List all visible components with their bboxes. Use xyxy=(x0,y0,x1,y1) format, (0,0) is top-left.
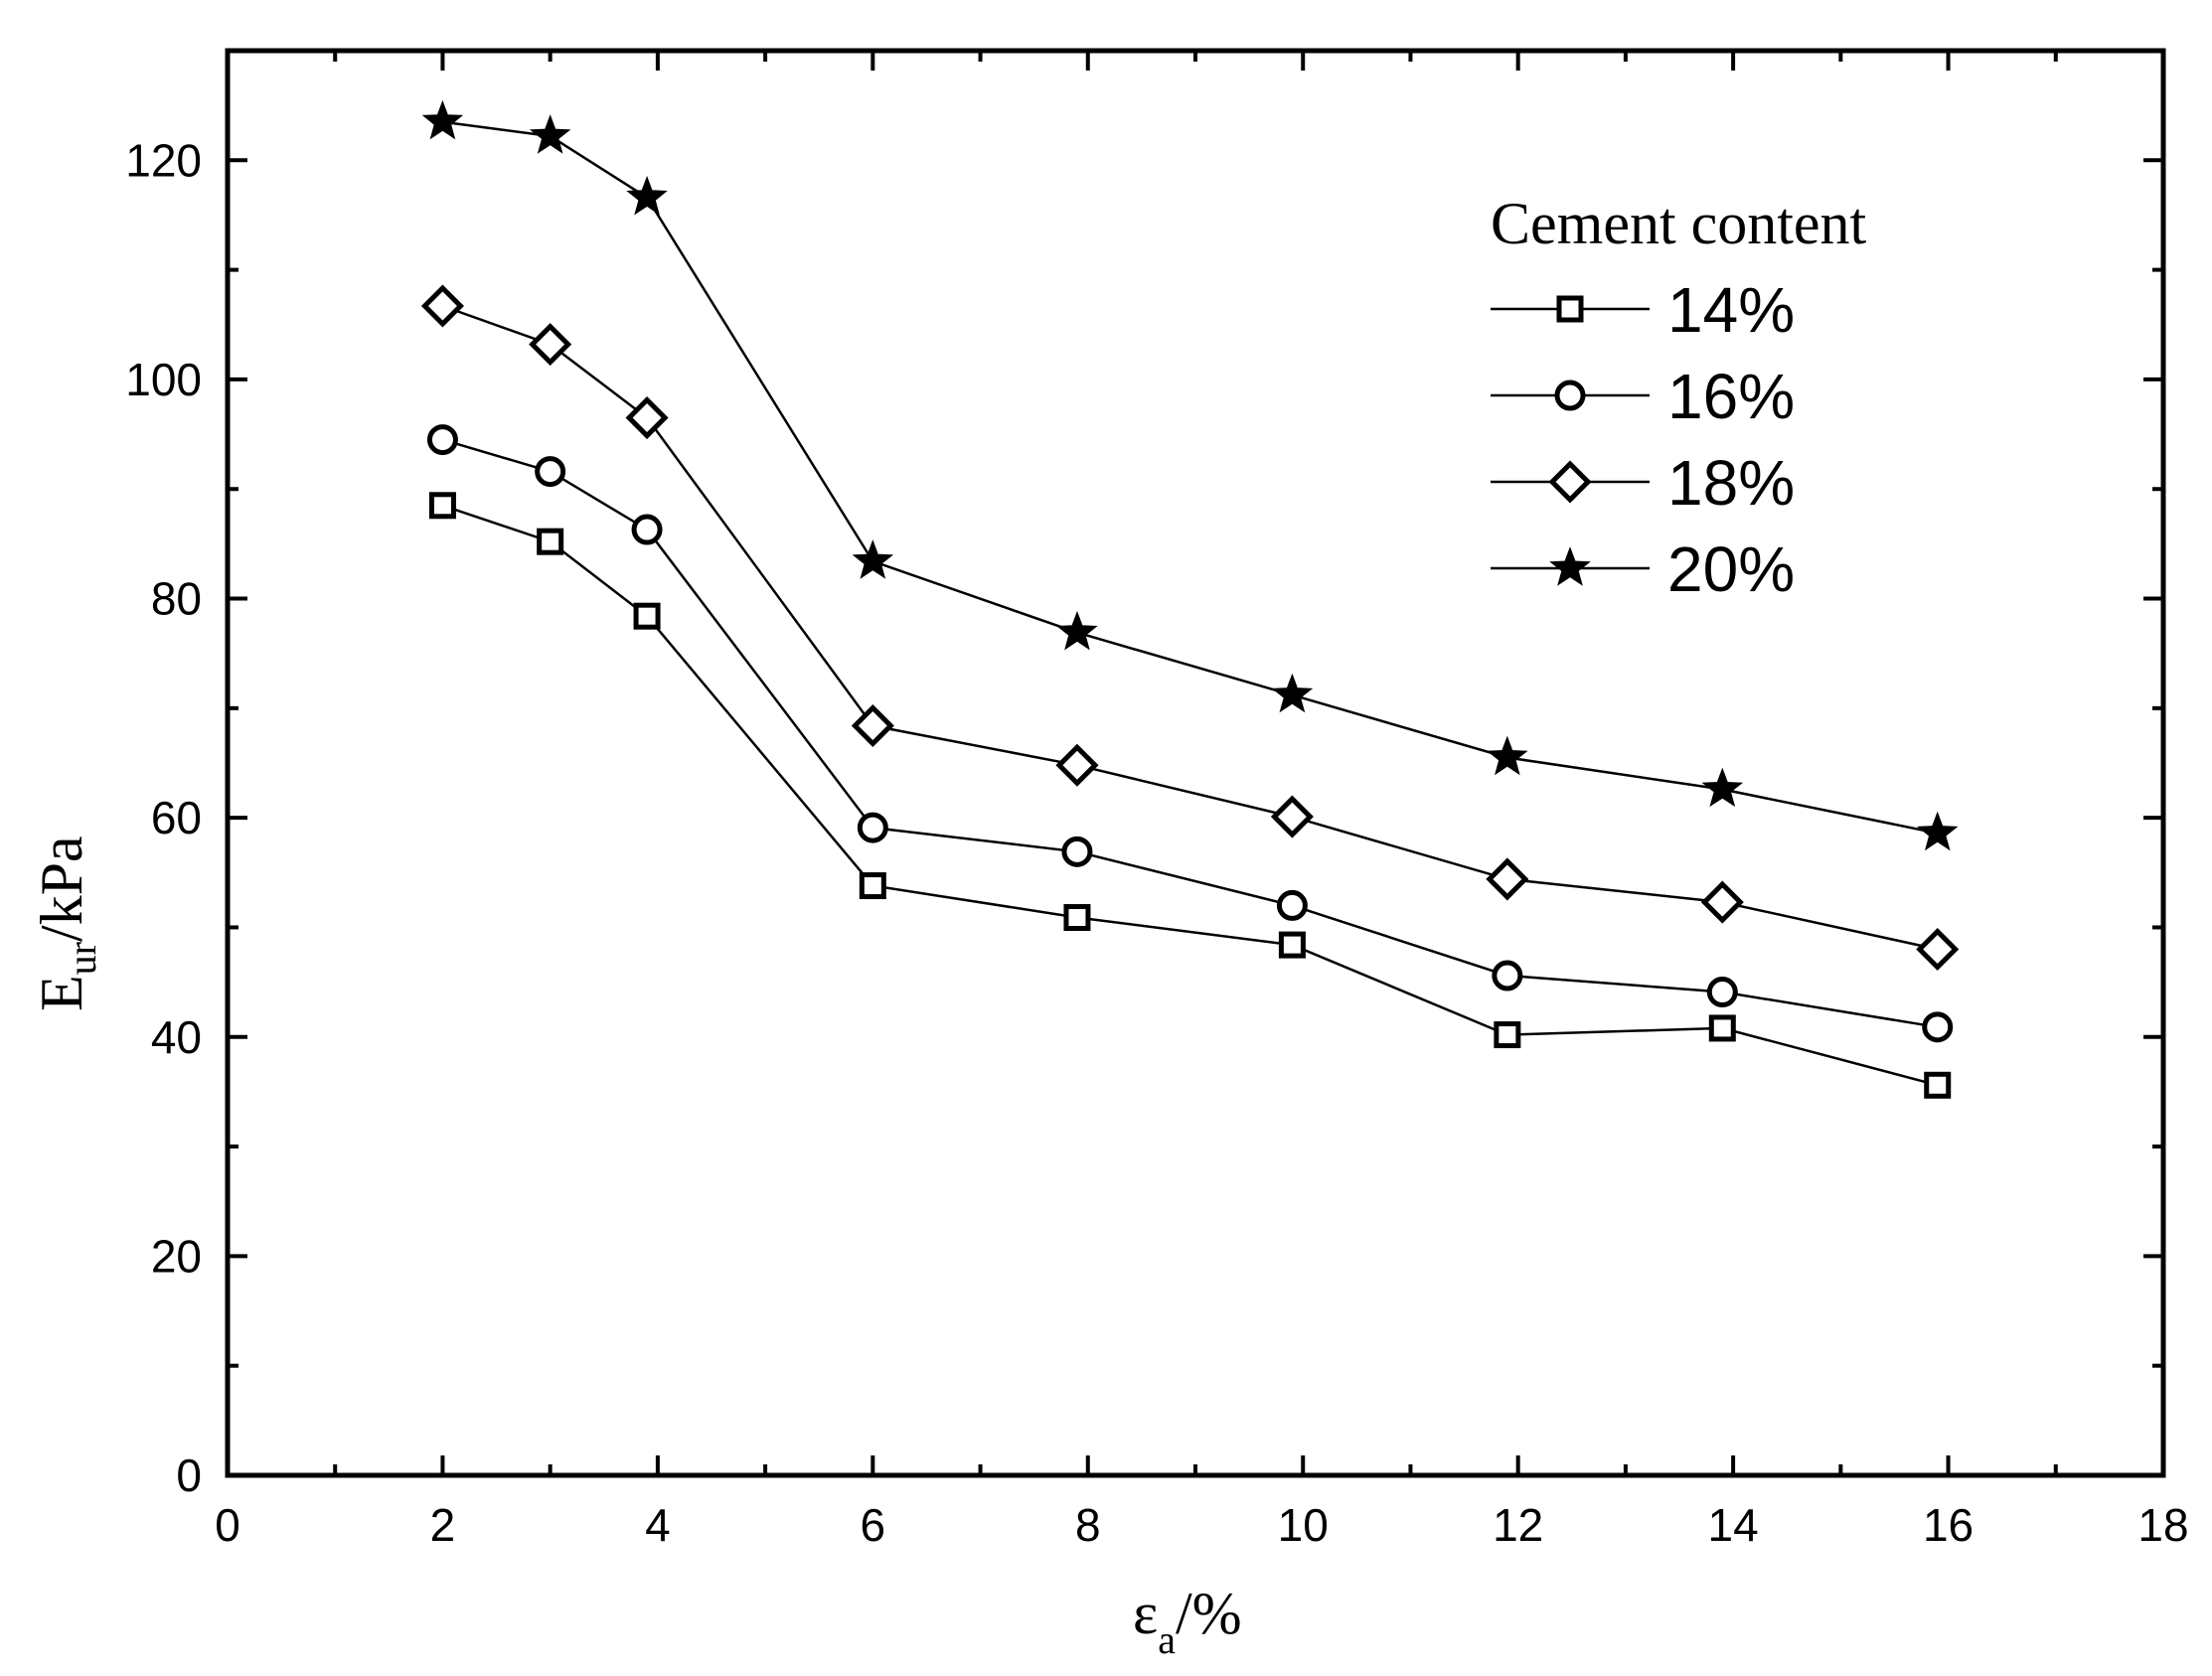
data-point xyxy=(529,114,571,154)
data-point xyxy=(529,323,572,367)
data-point xyxy=(1922,1011,1954,1043)
data-point xyxy=(1706,977,1738,1008)
data-point xyxy=(1917,811,1959,851)
data-point xyxy=(1056,610,1098,651)
data-point xyxy=(625,395,669,440)
data-point xyxy=(426,424,458,456)
data-point xyxy=(1271,673,1314,713)
data-point xyxy=(851,703,894,748)
y-axis-title: Eur/kPa xyxy=(29,836,104,1011)
x-tick-label: 4 xyxy=(645,1499,671,1551)
data-point xyxy=(1055,743,1099,787)
axis-ticks: 0 2 4 6 8 10 12 14 16 18 0 20 40 60 80 100 120 xyxy=(125,49,2189,1551)
legend-title: Cement content xyxy=(1491,191,1867,256)
series-line xyxy=(442,438,1938,1029)
data-point xyxy=(1700,880,1744,924)
y-axis-subscript: ur xyxy=(60,942,104,975)
data-point xyxy=(857,812,888,843)
data-point xyxy=(1063,904,1091,932)
series-layer xyxy=(420,99,1960,1099)
x-tick-label: 14 xyxy=(1708,1499,1759,1551)
legend-marker xyxy=(1548,460,1592,504)
data-point xyxy=(1708,1014,1736,1042)
data-point xyxy=(1061,836,1093,867)
data-point xyxy=(631,514,663,545)
x-axis-title: εa/% xyxy=(1133,1581,1242,1662)
data-point xyxy=(1276,889,1308,921)
data-point xyxy=(859,872,886,900)
data-point xyxy=(535,456,566,488)
data-point xyxy=(1487,735,1528,776)
y-axis-symbol: E xyxy=(29,975,94,1011)
data-point xyxy=(1492,960,1523,991)
data-point xyxy=(1270,795,1314,838)
data-point xyxy=(1486,857,1529,901)
series-star xyxy=(421,99,1959,851)
data-point xyxy=(1701,767,1744,808)
legend: Cement content 14% 16% 18% 20% xyxy=(1491,191,1867,605)
legend-label: 16% xyxy=(1667,361,1795,432)
data-point xyxy=(1916,927,1960,972)
legend-marker xyxy=(1549,546,1591,586)
y-tick-label: 100 xyxy=(125,354,202,405)
y-tick-label: 80 xyxy=(151,573,202,625)
data-point xyxy=(537,528,564,555)
x-tick-label: 16 xyxy=(1923,1499,1974,1551)
y-tick-label: 40 xyxy=(151,1011,202,1063)
data-point xyxy=(421,99,464,140)
x-axis-unit: /% xyxy=(1176,1581,1242,1646)
legend-marker xyxy=(1554,380,1586,411)
data-point xyxy=(1494,1021,1521,1049)
series-square xyxy=(428,492,1952,1099)
legend-label: 18% xyxy=(1667,447,1795,519)
x-tick-label: 0 xyxy=(215,1499,240,1551)
legend-label: 20% xyxy=(1667,533,1795,605)
data-point xyxy=(1924,1071,1952,1099)
series-diamond xyxy=(420,284,1960,972)
x-axis-symbol: ε xyxy=(1133,1581,1158,1646)
x-axis-subscript: a xyxy=(1158,1617,1176,1662)
plot-frame xyxy=(225,48,2166,1478)
data-point xyxy=(626,175,668,216)
x-tick-label: 18 xyxy=(2137,1499,2188,1551)
legend-label: 14% xyxy=(1667,274,1795,346)
data-point xyxy=(428,492,456,520)
x-tick-label: 2 xyxy=(430,1499,456,1551)
x-tick-label: 10 xyxy=(1278,1499,1329,1551)
y-tick-label: 0 xyxy=(176,1449,202,1501)
y-axis-unit: /kPa xyxy=(29,836,94,942)
data-point xyxy=(1278,931,1306,959)
y-tick-label: 20 xyxy=(151,1230,202,1282)
data-point xyxy=(633,602,661,630)
series-circle xyxy=(426,424,1954,1043)
x-tick-label: 8 xyxy=(1075,1499,1101,1551)
data-point xyxy=(420,284,464,328)
y-tick-label: 120 xyxy=(125,134,202,186)
x-tick-label: 12 xyxy=(1493,1499,1543,1551)
legend-marker xyxy=(1556,295,1584,323)
y-tick-label: 60 xyxy=(151,792,202,843)
data-point xyxy=(852,539,894,579)
x-tick-label: 6 xyxy=(861,1499,886,1551)
